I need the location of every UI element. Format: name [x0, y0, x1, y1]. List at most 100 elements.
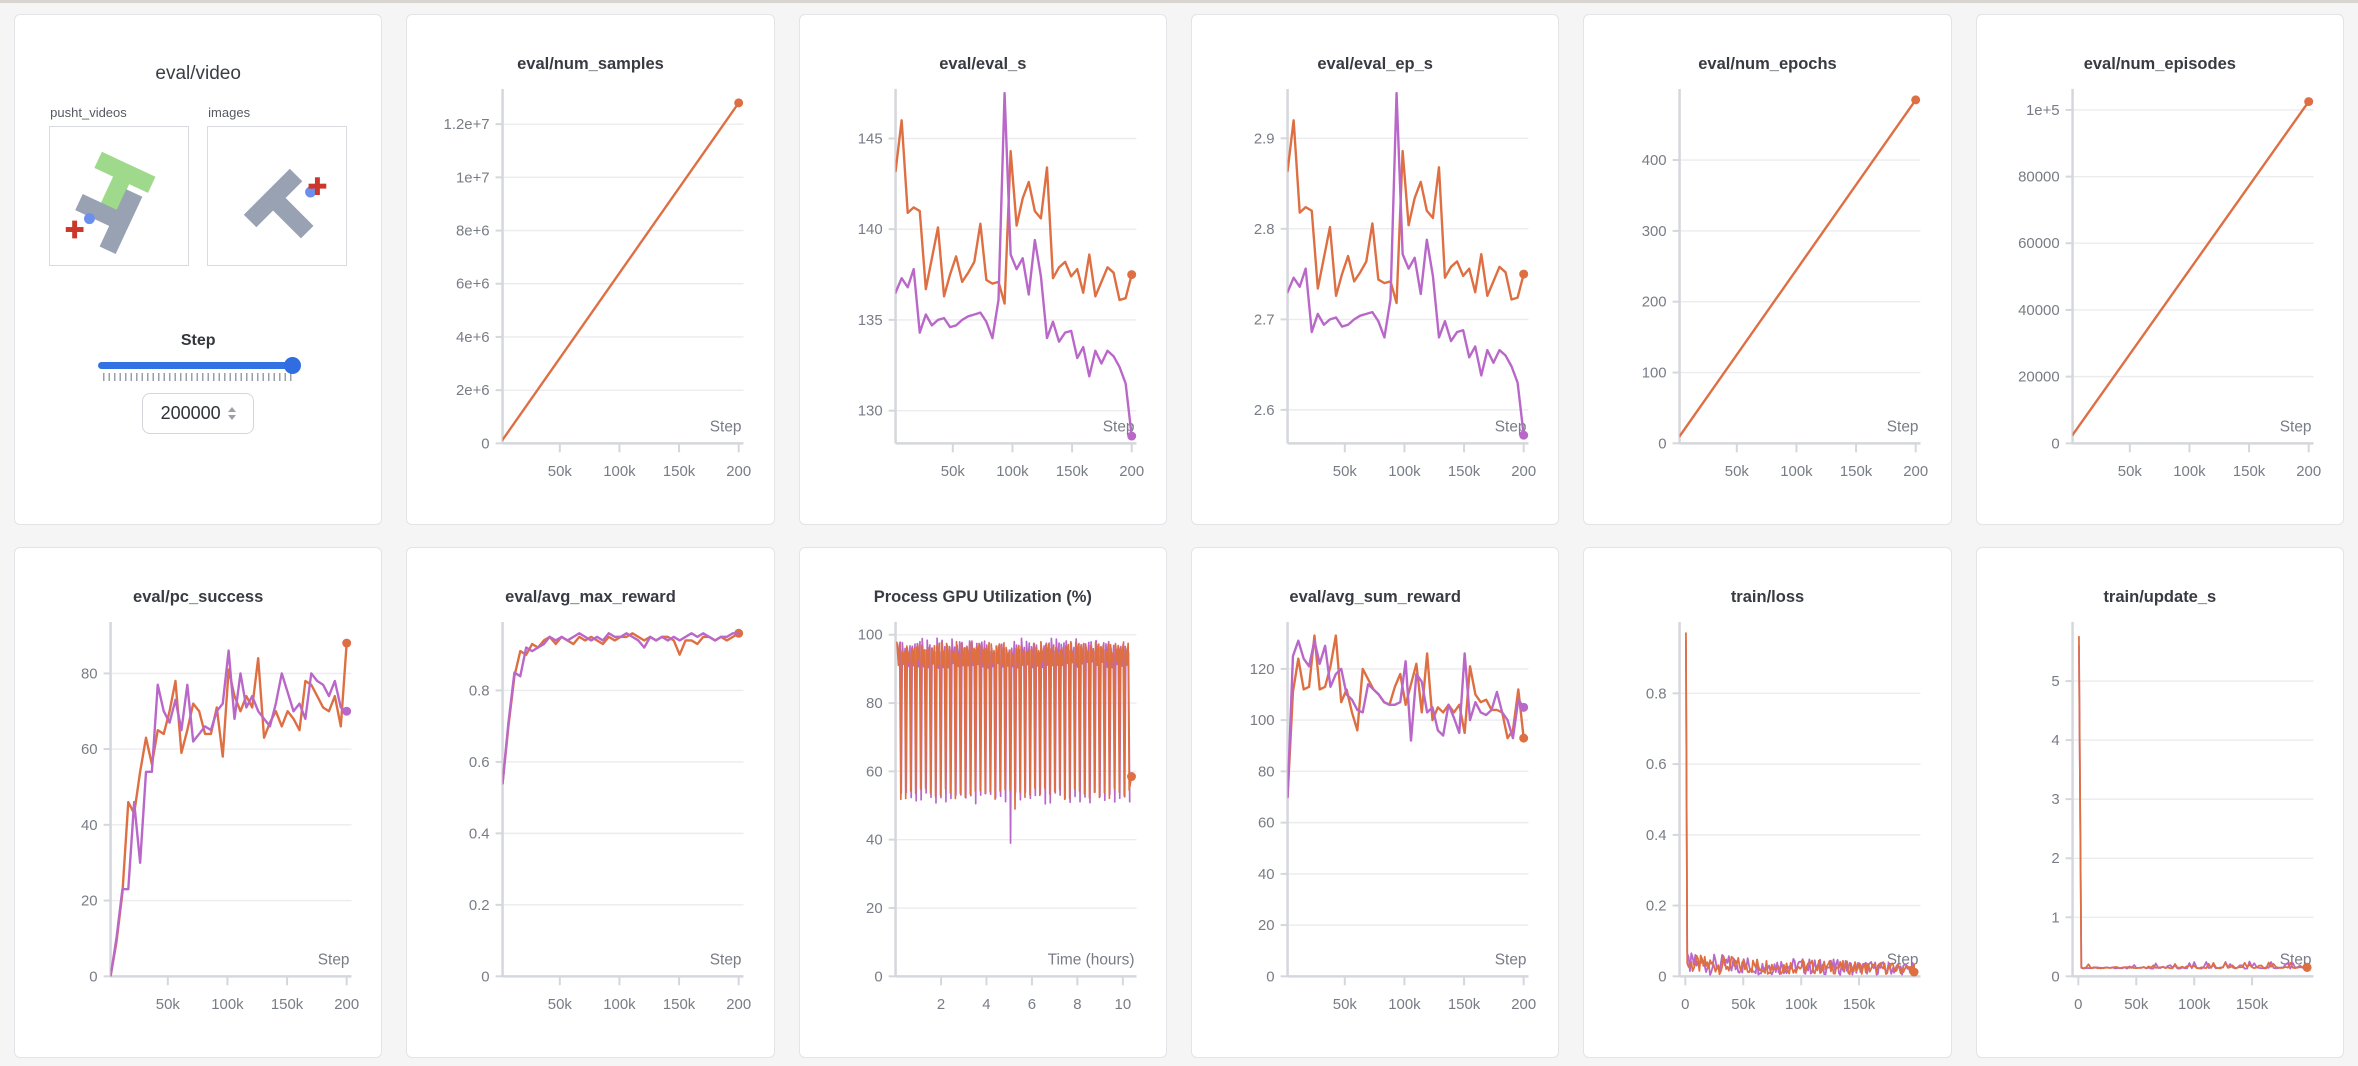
chart-title: train/update_s	[2103, 588, 2217, 606]
svg-text:3: 3	[2051, 791, 2059, 808]
svg-text:2e+6: 2e+6	[456, 382, 490, 399]
svg-text:2.9: 2.9	[1254, 130, 1275, 147]
panel-eval-avg-sum-reward: eval/avg_sum_reward 0 20 40 60 80 100 120 50k 100…	[1191, 547, 1560, 1058]
svg-text:50k: 50k	[548, 463, 573, 480]
svg-text:100k: 100k	[2178, 996, 2211, 1013]
svg-text:150k: 150k	[663, 996, 696, 1013]
svg-text:100k: 100k	[1781, 463, 1814, 480]
step-slider[interactable]	[98, 357, 302, 374]
svg-text:Step: Step	[710, 951, 742, 968]
svg-text:50k: 50k	[1725, 463, 1750, 480]
panel-train-loss: train/loss 0 0.2 0.4 0.6 0.8 0 50k 100k 150k Step	[1583, 547, 1952, 1058]
chart-plot-eval-num-epochs[interactable]: 0 100 200 300 400 50k 100k 150k 200 Step	[1584, 80, 1950, 510]
media-pusht-videos: pusht_videos	[49, 105, 190, 266]
svg-text:40: 40	[81, 817, 98, 834]
svg-text:0: 0	[874, 968, 882, 985]
svg-text:40: 40	[866, 832, 883, 849]
svg-text:1e+7: 1e+7	[456, 169, 490, 186]
svg-text:60: 60	[81, 741, 98, 758]
svg-text:0: 0	[1659, 435, 1667, 452]
step-slider-label: Step	[180, 332, 216, 349]
svg-text:135: 135	[857, 312, 882, 329]
slider-track[interactable]	[98, 362, 299, 369]
media-caption: pusht_videos	[50, 105, 127, 120]
svg-text:10: 10	[1114, 996, 1131, 1013]
svg-text:80000: 80000	[2018, 169, 2060, 186]
svg-text:0: 0	[2051, 968, 2059, 985]
chart-plot-process-gpu-utilization-[interactable]: 0 20 40 60 80 100 2 4 6 8 10 Time (hours)	[800, 613, 1166, 1043]
chart-plot-train-loss[interactable]: 0 0.2 0.4 0.6 0.8 0 50k 100k 150k Step	[1584, 613, 1950, 1043]
svg-text:0: 0	[482, 968, 490, 985]
chart-plot-eval-pc-success[interactable]: 0 20 40 60 80 50k 100k 150k 200 Step	[15, 613, 381, 1043]
goal-cross-icon	[308, 177, 327, 196]
chart-plot-eval-avg-sum-reward[interactable]: 0 20 40 60 80 100 120 50k 100k 150k 200 Step	[1192, 613, 1558, 1043]
step-input[interactable]: 200000	[142, 393, 255, 434]
svg-text:50k: 50k	[940, 463, 965, 480]
svg-text:120: 120	[1250, 661, 1275, 678]
svg-text:150k: 150k	[1840, 463, 1873, 480]
chart-title: eval/num_epochs	[1698, 55, 1837, 73]
svg-text:50k: 50k	[156, 996, 181, 1013]
svg-text:0: 0	[89, 968, 97, 985]
svg-text:0.8: 0.8	[1646, 685, 1667, 702]
svg-text:60: 60	[866, 763, 883, 780]
svg-text:100k: 100k	[211, 996, 244, 1013]
svg-text:100: 100	[857, 627, 882, 644]
panel-process-gpu-utilization-: Process GPU Utilization (%) 0 20 40 60 80 100 2…	[798, 547, 1167, 1058]
stepper-arrows-icon[interactable]	[227, 407, 236, 420]
svg-text:300: 300	[1642, 223, 1667, 240]
svg-text:2.7: 2.7	[1254, 311, 1275, 328]
chart-title: eval/num_episodes	[2083, 55, 2236, 73]
svg-text:400: 400	[1642, 152, 1667, 169]
svg-text:8e+6: 8e+6	[456, 223, 490, 240]
top-border-band	[0, 0, 2358, 3]
svg-text:80: 80	[866, 695, 883, 712]
svg-text:Step: Step	[2279, 418, 2311, 435]
svg-text:0: 0	[1266, 968, 1274, 985]
svg-text:50k: 50k	[1732, 996, 1757, 1013]
agent-dot	[84, 213, 96, 225]
stepper-up-icon[interactable]	[227, 407, 236, 412]
chart-plot-eval-num-samples[interactable]: 0 2e+6 4e+6 6e+6 8e+6 1e+7 1.2e+7 50k 100k 150k 20…	[407, 80, 773, 510]
slider-thumb[interactable]	[284, 357, 302, 374]
svg-text:0: 0	[1682, 996, 1690, 1013]
svg-text:200: 200	[1511, 996, 1536, 1013]
svg-text:150k: 150k	[1056, 463, 1089, 480]
svg-text:50k: 50k	[2117, 463, 2142, 480]
svg-text:Step: Step	[1887, 951, 1919, 968]
svg-text:0.6: 0.6	[1646, 756, 1667, 773]
svg-text:20: 20	[1258, 917, 1275, 934]
stepper-down-icon[interactable]	[227, 415, 236, 420]
svg-text:2: 2	[937, 996, 945, 1013]
slider-tick-marks	[103, 373, 294, 381]
pusht-video-thumbnail[interactable]	[49, 126, 190, 266]
svg-text:100k: 100k	[604, 996, 637, 1013]
panel-eval-video: eval/video pusht_videos	[14, 14, 383, 525]
chart-plot-eval-eval-ep-s[interactable]: 2.6 2.7 2.8 2.9 50k 100k 150k 200 Step	[1192, 80, 1558, 510]
gray-t-shape	[75, 189, 143, 254]
goal-cross-icon	[65, 220, 84, 239]
svg-text:150k: 150k	[1448, 463, 1481, 480]
media-caption: images	[208, 105, 251, 120]
svg-text:0: 0	[2051, 435, 2059, 452]
svg-text:4: 4	[982, 996, 990, 1013]
svg-text:0.2: 0.2	[469, 897, 490, 914]
panel-eval-eval-ep-s: eval/eval_ep_s 2.6 2.7 2.8 2.9 50k 100k 150k 200…	[1191, 14, 1560, 525]
svg-text:6: 6	[1027, 996, 1035, 1013]
chart-plot-eval-num-episodes[interactable]: 0 20000 40000 60000 80000 1e+5 50k 100k 150k 200 S…	[1977, 80, 2343, 510]
chart-plot-eval-eval-s[interactable]: 130 135 140 145 50k 100k 150k 200 Step	[800, 80, 1166, 510]
svg-text:5: 5	[2051, 673, 2059, 690]
step-input-value[interactable]: 200000	[160, 403, 221, 423]
svg-text:4e+6: 4e+6	[456, 329, 490, 346]
chart-plot-eval-avg-max-reward[interactable]: 0 0.2 0.4 0.6 0.8 50k 100k 150k 200 Step	[407, 613, 773, 1043]
svg-text:2.8: 2.8	[1254, 221, 1275, 238]
panel-eval-avg-max-reward: eval/avg_max_reward 0 0.2 0.4 0.6 0.8 50k 100k 1…	[406, 547, 775, 1058]
svg-text:20: 20	[81, 893, 98, 910]
svg-text:8: 8	[1073, 996, 1081, 1013]
svg-text:200: 200	[727, 996, 752, 1013]
svg-text:145: 145	[857, 130, 882, 147]
svg-text:100k: 100k	[1388, 463, 1421, 480]
images-thumbnail[interactable]	[207, 126, 348, 266]
svg-text:Step: Step	[1102, 418, 1134, 435]
